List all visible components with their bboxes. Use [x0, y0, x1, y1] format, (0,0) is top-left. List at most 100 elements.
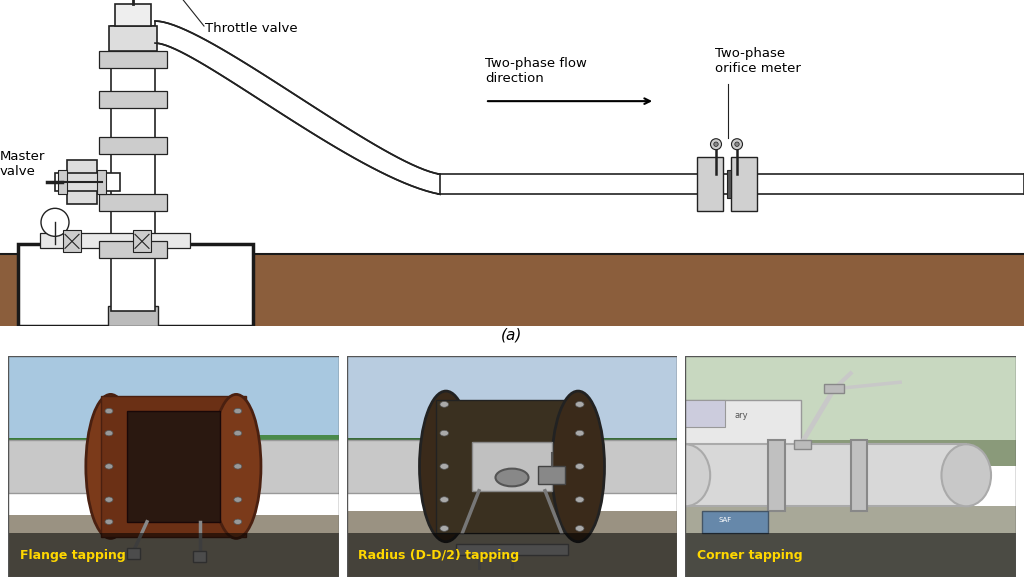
Bar: [18, 244, 253, 326]
Ellipse shape: [86, 394, 135, 539]
Bar: [194, 550, 207, 561]
Bar: [727, 170, 731, 198]
Ellipse shape: [660, 444, 711, 506]
Circle shape: [575, 430, 584, 436]
Text: Flange tapping: Flange tapping: [19, 549, 126, 561]
Bar: [246, 440, 339, 493]
Circle shape: [41, 208, 69, 236]
Bar: [347, 356, 677, 449]
Circle shape: [731, 139, 742, 150]
Circle shape: [233, 463, 242, 469]
Bar: [685, 400, 801, 455]
Circle shape: [233, 408, 242, 414]
Bar: [436, 400, 588, 533]
Circle shape: [233, 497, 242, 503]
Bar: [685, 356, 1016, 455]
Bar: [115, 4, 151, 26]
Circle shape: [105, 519, 113, 525]
Circle shape: [233, 430, 242, 436]
Bar: [795, 440, 811, 449]
Bar: [685, 444, 967, 506]
Bar: [67, 160, 97, 204]
Bar: [801, 440, 1016, 466]
Ellipse shape: [211, 394, 261, 539]
Circle shape: [440, 430, 449, 436]
Bar: [851, 440, 867, 511]
Circle shape: [575, 463, 584, 469]
Bar: [685, 444, 801, 477]
Bar: [347, 511, 677, 577]
Bar: [8, 440, 100, 493]
Bar: [111, 26, 155, 311]
Bar: [824, 384, 844, 394]
Ellipse shape: [552, 391, 604, 542]
Bar: [8, 533, 339, 577]
Bar: [105, 173, 120, 191]
Circle shape: [233, 519, 242, 525]
Bar: [63, 230, 81, 252]
Polygon shape: [155, 21, 440, 194]
Bar: [0, 254, 1024, 326]
Bar: [127, 411, 220, 522]
Bar: [8, 356, 339, 455]
Circle shape: [714, 142, 718, 146]
Bar: [109, 26, 157, 51]
Circle shape: [440, 463, 449, 469]
Bar: [127, 549, 140, 560]
Circle shape: [440, 525, 449, 531]
Ellipse shape: [420, 391, 472, 542]
Ellipse shape: [496, 469, 528, 486]
Bar: [8, 515, 339, 577]
Text: (a): (a): [502, 328, 522, 343]
Bar: [685, 400, 725, 427]
Circle shape: [105, 408, 113, 414]
Bar: [685, 506, 1016, 577]
Circle shape: [735, 142, 739, 146]
Bar: [768, 440, 784, 511]
Bar: [55, 173, 90, 191]
Bar: [731, 157, 757, 211]
Text: Two-phase
orifice meter: Two-phase orifice meter: [715, 47, 801, 75]
Circle shape: [575, 402, 584, 408]
Text: Master
valve: Master valve: [0, 150, 45, 178]
Bar: [133, 230, 151, 252]
Bar: [347, 533, 677, 577]
Bar: [472, 442, 552, 491]
Text: Radius (D-D/2) tapping: Radius (D-D/2) tapping: [358, 549, 519, 561]
Bar: [697, 157, 723, 211]
Text: Throttle valve: Throttle valve: [205, 22, 298, 34]
Bar: [456, 544, 568, 555]
Circle shape: [440, 402, 449, 408]
Circle shape: [105, 463, 113, 469]
Bar: [438, 174, 1024, 194]
Bar: [108, 307, 158, 326]
Text: SAF: SAF: [719, 517, 732, 523]
Text: Two-phase flow
direction: Two-phase flow direction: [485, 57, 587, 85]
Bar: [99, 137, 167, 154]
Circle shape: [440, 497, 449, 503]
Bar: [58, 170, 67, 194]
Circle shape: [105, 497, 113, 503]
Bar: [97, 170, 106, 194]
Bar: [539, 466, 565, 484]
Bar: [685, 533, 1016, 577]
Text: Corner tapping: Corner tapping: [697, 549, 803, 561]
Circle shape: [711, 139, 722, 150]
Circle shape: [575, 497, 584, 503]
Bar: [701, 511, 768, 533]
Bar: [347, 440, 429, 493]
Bar: [99, 194, 167, 211]
Bar: [60, 173, 104, 191]
Bar: [99, 241, 167, 258]
Circle shape: [575, 525, 584, 531]
Circle shape: [105, 430, 113, 436]
Bar: [595, 440, 677, 493]
Bar: [347, 438, 677, 471]
Bar: [40, 233, 190, 248]
Text: ary: ary: [735, 410, 749, 420]
Bar: [173, 436, 339, 462]
Bar: [99, 51, 167, 68]
Bar: [100, 395, 246, 538]
Bar: [99, 91, 167, 108]
Ellipse shape: [941, 444, 991, 506]
